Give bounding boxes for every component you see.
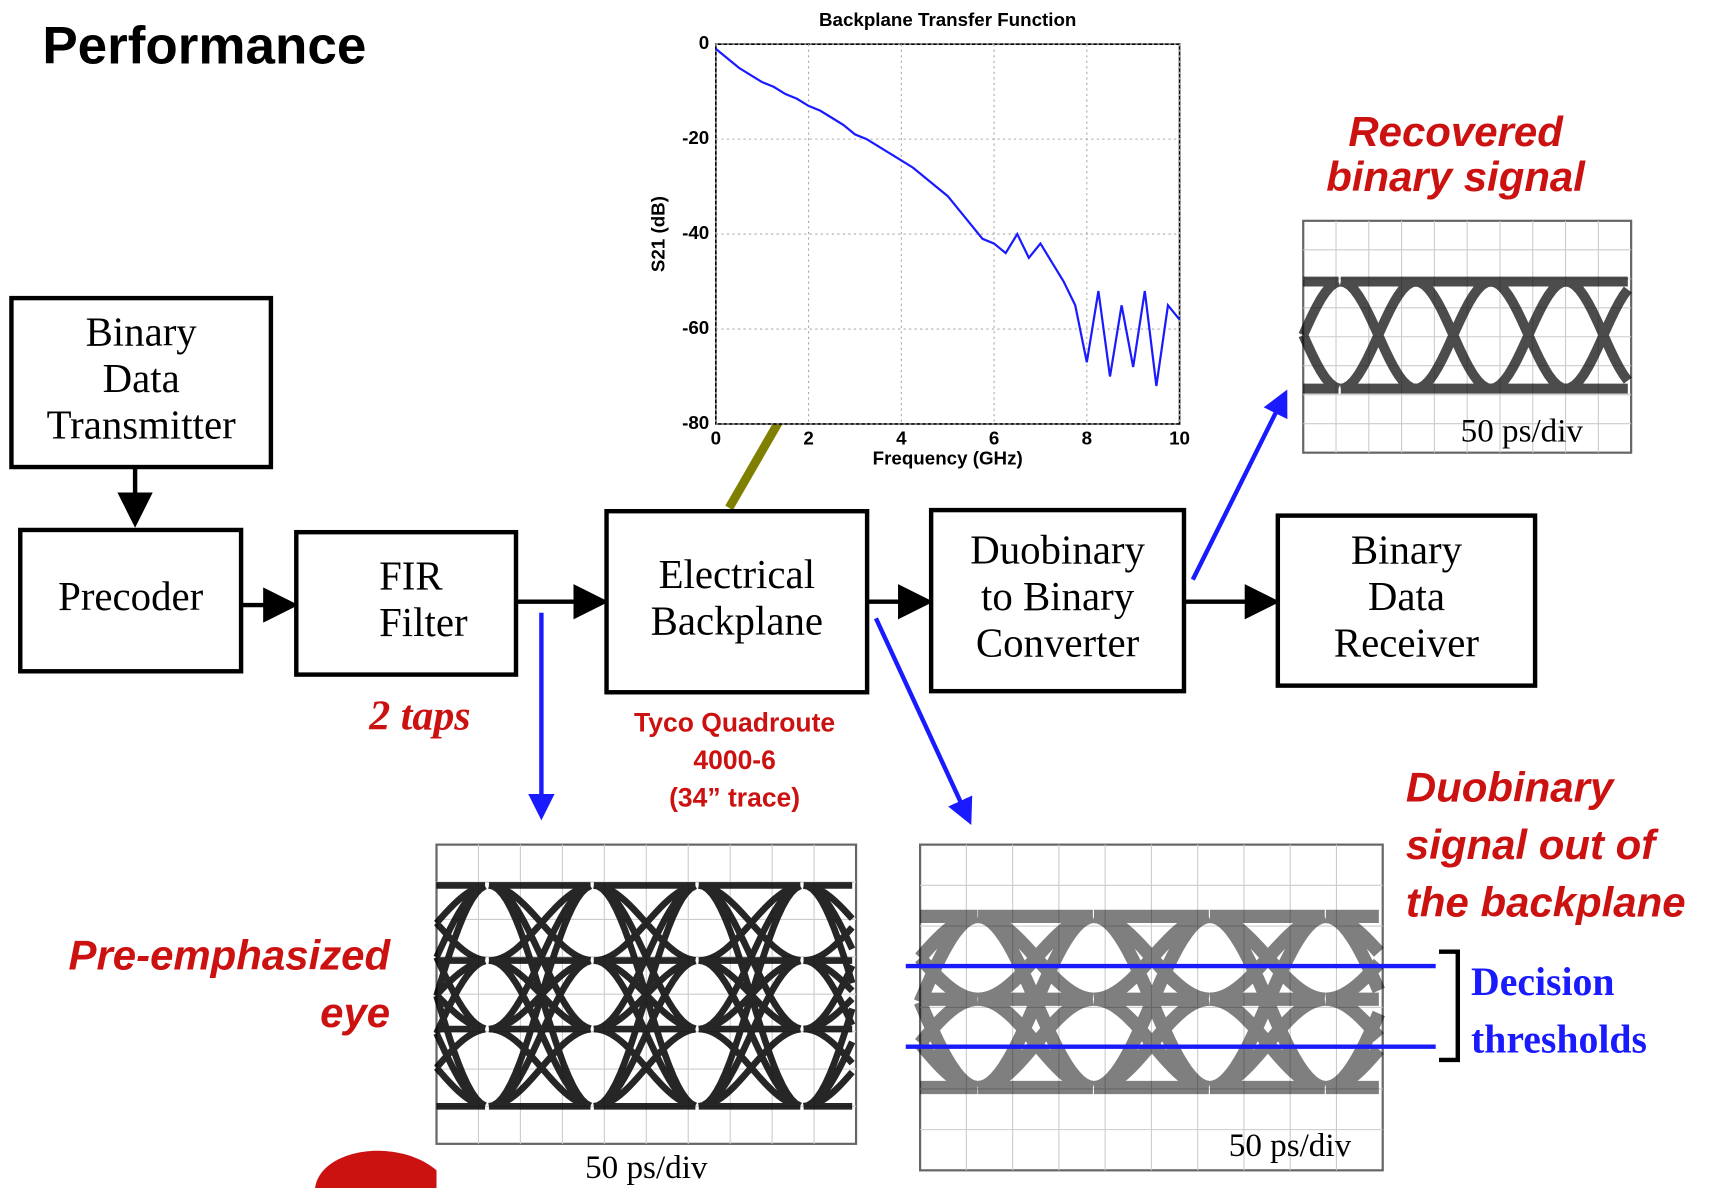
annotation: binary signal [1326,153,1586,200]
eye-diagram: 50 ps/div [920,845,1383,1171]
annotation: Pre-emphasized [68,931,391,978]
block-label: Duobinary [970,528,1145,573]
block-label: Data [1368,574,1445,619]
scope-label: 50 ps/div [585,1149,708,1186]
block-label: Electrical [659,552,815,597]
logo [315,1151,436,1188]
y-tick-label: -20 [682,127,709,148]
y-tick-label: -40 [682,222,709,243]
eye-diagram: 50 ps/div [1303,221,1631,453]
annotation: 2 taps [368,693,470,739]
x-tick-label: 0 [711,427,721,448]
x-tick-label: 10 [1169,427,1190,448]
y-axis-label: S21 (dB) [647,196,668,272]
annotation: Decision [1471,960,1614,1004]
arrow [1193,397,1284,579]
block-label: Receiver [1334,620,1480,665]
slide-title: Performance [42,17,366,76]
annotation: (34” trace) [669,782,800,812]
block-label: Backplane [651,598,823,643]
block-label: Binary [86,310,198,355]
x-tick-label: 8 [1082,427,1092,448]
y-tick-label: -80 [682,412,709,433]
annotation: 4000-6 [693,745,775,775]
x-tick-label: 6 [989,427,999,448]
scope-label: 50 ps/div [1461,413,1584,450]
annotation: eye [320,989,390,1036]
block-label: FIR [379,554,443,599]
slide: Performance BinaryDataTransmitterPrecode… [0,0,1732,1188]
annotation: Tyco Quadroute [634,707,835,737]
block-label: Transmitter [47,402,237,447]
block-label: Data [103,356,180,401]
annotation: signal out of [1406,821,1659,868]
x-tick-label: 4 [896,427,907,448]
annotation: Recovered [1348,108,1564,155]
annotation: Duobinary [1406,764,1616,811]
block-label: Binary [1351,528,1463,573]
block-label: Precoder [58,574,204,619]
y-tick-label: -60 [682,317,709,338]
annotation: the backplane [1406,878,1686,925]
annotation: thresholds [1471,1017,1647,1061]
bracket [1439,952,1458,1060]
x-tick-label: 2 [803,427,813,448]
y-tick-label: 0 [699,32,709,53]
block-label: Filter [379,600,468,645]
block-label: Converter [976,620,1140,665]
eye-diagram: 50 ps/div [437,845,857,1186]
x-axis-label: Frequency (GHz) [873,447,1023,468]
plot-title: Backplane Transfer Function [819,9,1076,30]
scope-label: 50 ps/div [1229,1127,1352,1164]
block-label: to Binary [981,574,1135,619]
